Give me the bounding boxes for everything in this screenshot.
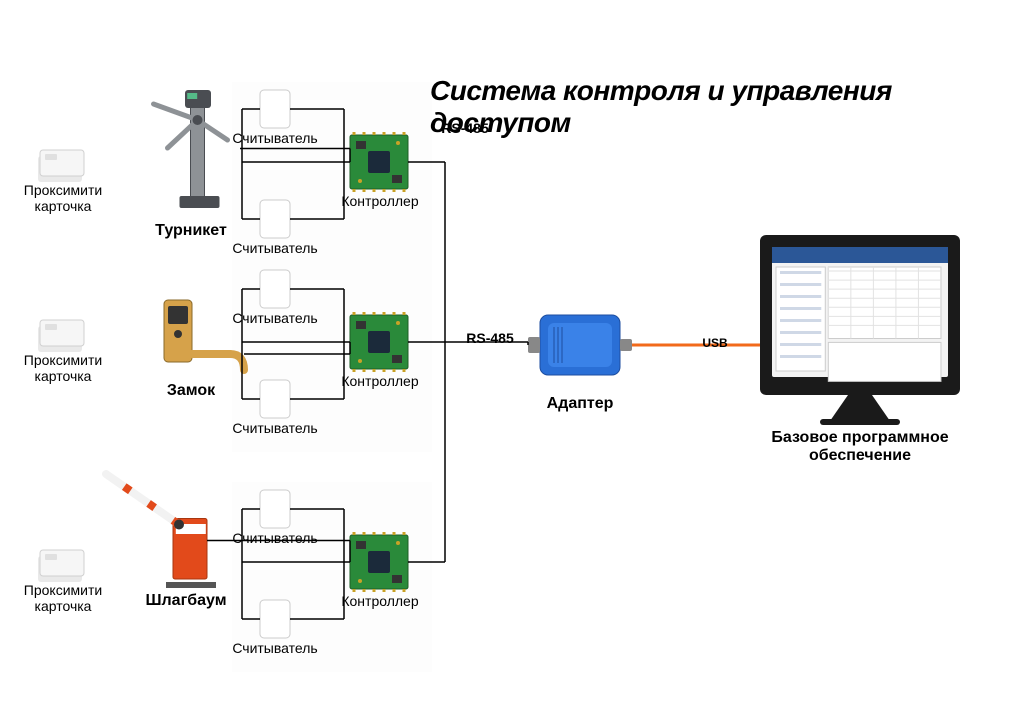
bus-label: RS-485 <box>430 120 500 136</box>
reader-label: Считыватель <box>220 310 330 326</box>
card-label: Проксимитикарточка <box>18 182 108 214</box>
reader-label: Считыватель <box>220 640 330 656</box>
reader-label: Считыватель <box>220 420 330 436</box>
device-label: Турникет <box>126 222 256 240</box>
adapter-label: Адаптер <box>530 395 630 413</box>
bus-label: RS-485 <box>455 330 525 346</box>
controller-label: Контроллер <box>320 193 440 209</box>
controller-label: Контроллер <box>320 373 440 389</box>
reader-label: Считыватель <box>220 240 330 256</box>
reader-label: Считыватель <box>220 530 330 546</box>
device-label: Замок <box>136 382 246 400</box>
monitor-label: Базовое программноеобеспечение <box>740 429 980 466</box>
card-label: Проксимитикарточка <box>18 582 108 614</box>
reader-label: Считыватель <box>220 130 330 146</box>
diagram-stage: Система контроля и управления доступом П… <box>0 0 1024 704</box>
card-label: Проксимитикарточка <box>18 352 108 384</box>
usb-label: USB <box>690 337 740 351</box>
diagram-title: Система контроля и управления доступом <box>430 75 1024 139</box>
controller-label: Контроллер <box>320 593 440 609</box>
device-label: Шлагбаум <box>106 592 266 610</box>
